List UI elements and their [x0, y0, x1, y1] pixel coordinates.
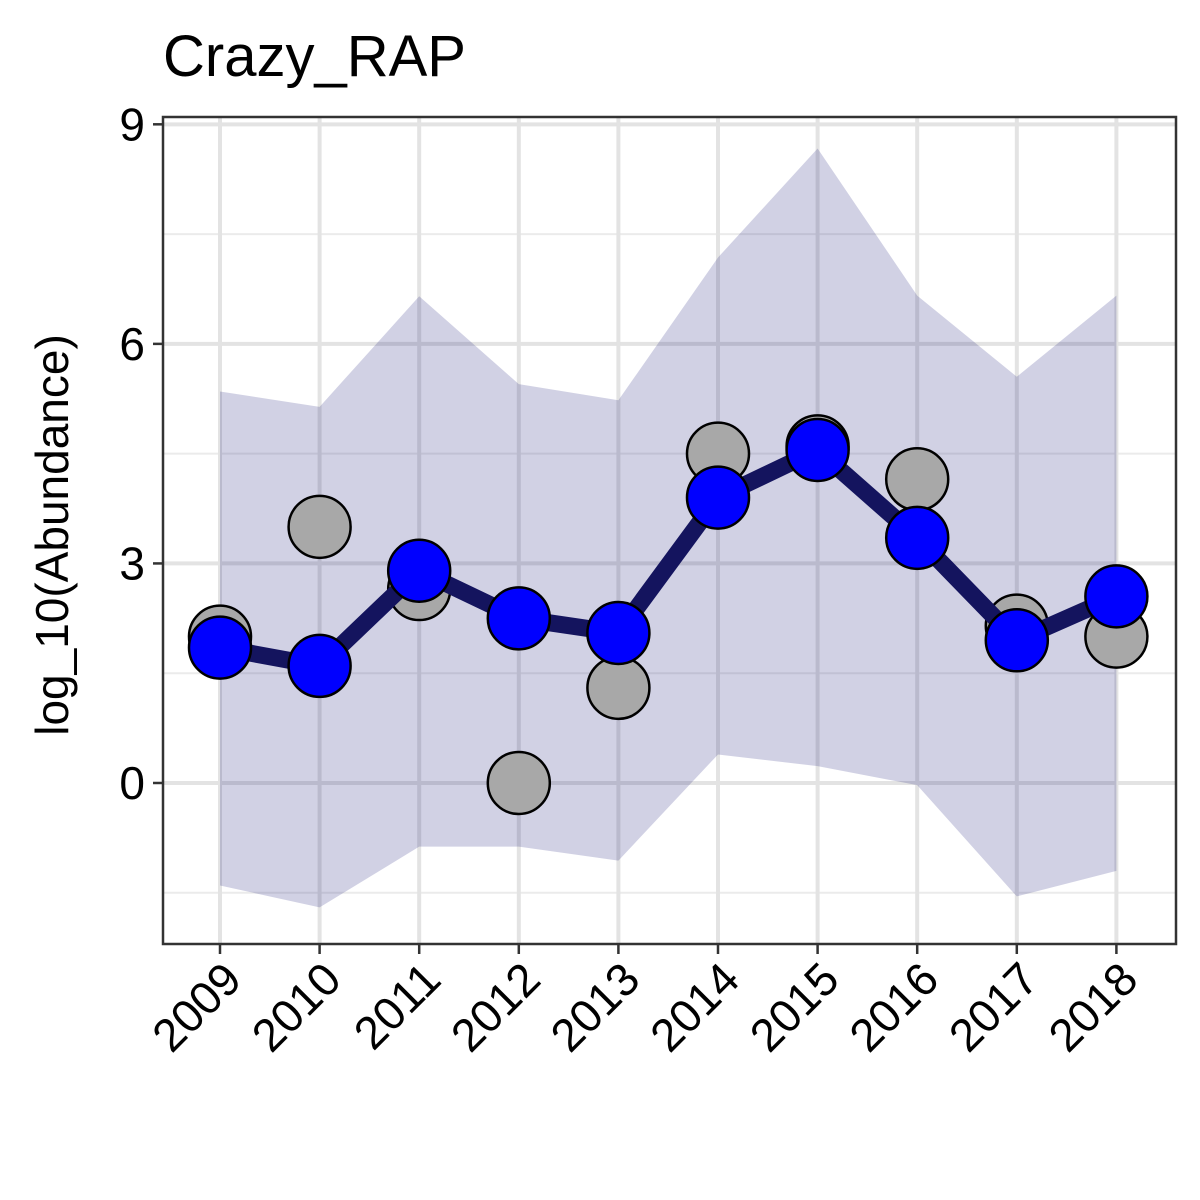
- estimate-point: [386, 538, 452, 604]
- y-tick-label: 3: [119, 537, 145, 589]
- chart-title: Crazy_RAP: [163, 24, 466, 89]
- estimate-point: [1084, 564, 1149, 629]
- observed-point: [486, 750, 552, 816]
- plot-area: 0369200920102011201220132014201520162017…: [119, 98, 1178, 1061]
- estimate-point: [884, 505, 950, 571]
- estimate-point: [984, 608, 1050, 673]
- observed-point: [884, 447, 950, 512]
- estimate-point: [187, 615, 253, 680]
- confidence-ribbon: [220, 148, 1117, 908]
- y-tick-label: 0: [119, 757, 145, 809]
- panel-border: [161, 115, 1178, 946]
- estimate-point: [287, 633, 352, 699]
- observed-point: [287, 494, 352, 560]
- y-tick-label: 9: [119, 98, 145, 150]
- observed-point: [586, 655, 651, 721]
- estimate-point: [685, 465, 751, 530]
- y-tick-label: 6: [119, 318, 145, 370]
- y-axis-title: log_10(Abundance): [26, 334, 78, 736]
- estimate-line: [211, 441, 1125, 675]
- estimate-point: [785, 417, 850, 483]
- estimate-point: [486, 586, 552, 651]
- estimate-point: [586, 600, 651, 666]
